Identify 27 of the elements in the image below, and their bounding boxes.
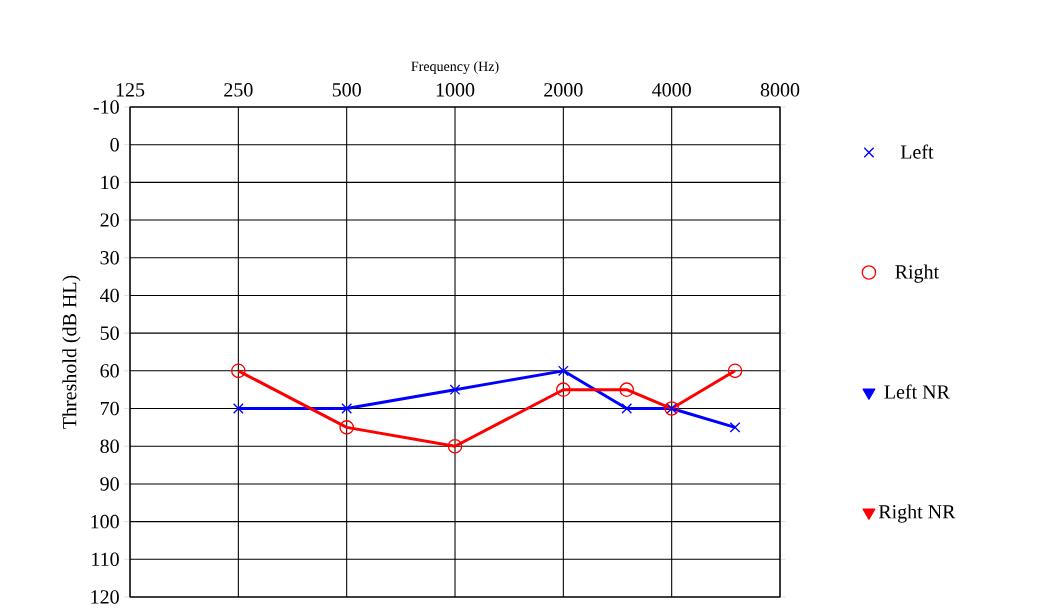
x-tick-label: 2000 (544, 83, 583, 97)
y-tick-label: 20 (100, 213, 119, 227)
legend-label: Left NR (884, 384, 950, 399)
y-tick-label: 80 (100, 439, 119, 453)
x-tick-label: 8000 (760, 83, 800, 97)
y-tick-label: 10 (101, 175, 119, 190)
x-tick-label: 125 (116, 83, 145, 97)
y-tick-label: 40 (100, 288, 119, 303)
x-axis-title: Frequency (Hz) (411, 61, 499, 74)
y-tick-label: 90 (100, 477, 119, 491)
x-tick-label: 1000 (436, 83, 475, 97)
y-tick-label: 0 (110, 137, 119, 152)
y-tick-label: 100 (91, 514, 119, 529)
x-tick-label: 4000 (652, 83, 691, 97)
y-tick-label: 30 (100, 251, 119, 265)
legend-label: Left (900, 144, 934, 159)
y-tick-label: 110 (92, 552, 119, 567)
y-tick-label: -10 (93, 100, 119, 114)
legend-label: Right (895, 264, 939, 283)
y-tick-label: 50 (100, 326, 119, 340)
y-tick-label: 60 (100, 364, 119, 378)
x-tick-label: 500 (332, 83, 361, 97)
y-tick-label: 120 (91, 590, 119, 604)
y-tick-label: 70 (100, 401, 119, 416)
legend-label: Right NR (878, 504, 956, 523)
y-axis-title: Threshold (dB HL) (62, 275, 81, 429)
x-tick-label: 250 (224, 83, 253, 97)
